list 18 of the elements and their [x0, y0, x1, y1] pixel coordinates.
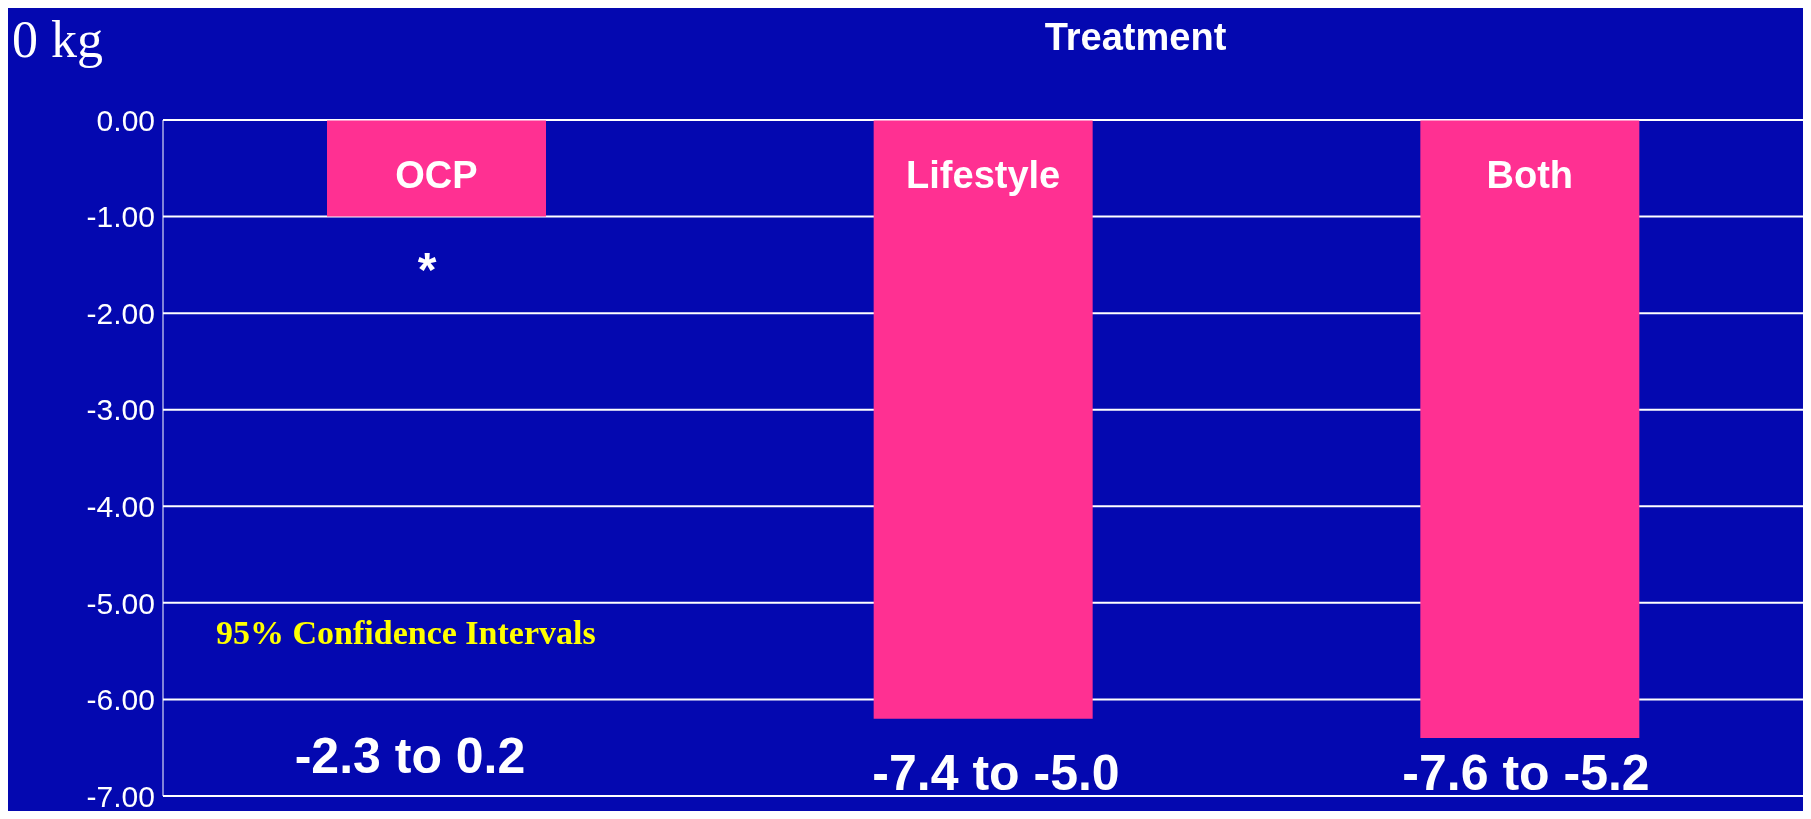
y-tick-label: -2.00	[86, 296, 155, 330]
x-tick-label: Lifestyle	[906, 154, 1061, 196]
x-tick-label: OCP	[395, 154, 478, 196]
y-tick-label: 0.00	[96, 103, 155, 137]
annotation: -7.6 to -5.2	[1402, 745, 1650, 803]
x-tick-label: Both	[1486, 154, 1574, 196]
annotation: *	[417, 242, 437, 298]
y-tick-label: -4.00	[86, 489, 155, 523]
chart-title: Treatment	[1044, 16, 1227, 58]
annotation: -2.3 to 0.2	[294, 728, 526, 786]
y-tick-label: -3.00	[86, 393, 155, 427]
y-tick-label: -1.00	[86, 200, 155, 234]
y-tick-label: -7.00	[86, 779, 155, 813]
annotation: -7.4 to -5.0	[872, 745, 1120, 803]
annotation: 95% Confidence Intervals	[216, 613, 596, 653]
y-tick-label: -5.00	[86, 586, 155, 620]
y-tick-label: -6.00	[86, 683, 155, 717]
text: 0 kg	[12, 10, 103, 70]
